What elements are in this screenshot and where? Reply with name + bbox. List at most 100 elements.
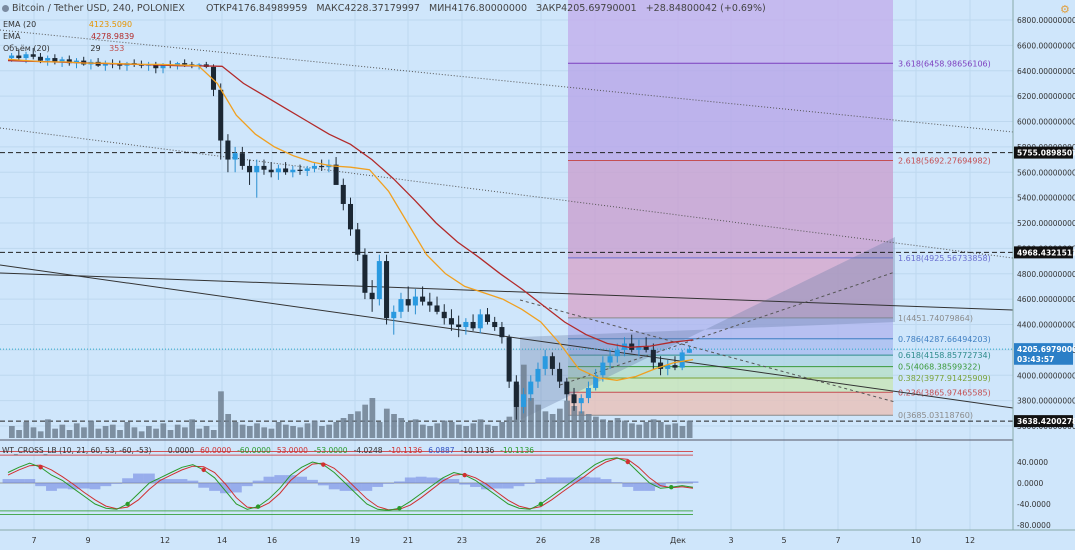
time-tick-label: 12 [160,536,170,545]
oscillator-histogram-bar [154,479,166,483]
volume-value-2: 353 [109,44,125,53]
volume-bar [427,426,433,438]
time-tick-label: 3 [728,536,733,545]
fib-level-label: 0.618(4158.85772734) [898,351,991,360]
candle-body [37,56,43,61]
time-tick-label: 28 [590,536,600,545]
volume-bar [66,430,73,438]
candle-body [499,327,505,338]
volume-bar [420,424,426,438]
volume-bar [499,422,506,438]
candle-body [333,164,339,185]
oscillator-histogram-bar [459,483,471,485]
volume-bar [456,424,462,438]
candle-body [319,165,325,168]
price-marker-label: 4968.43215110 [1017,248,1075,257]
symbol-title[interactable]: Bitcoin / Tether USD, 240, POLONIEX [12,3,185,14]
volume-bar [549,414,556,438]
ema2-label[interactable]: EMA [3,32,21,41]
volume-bar [614,418,621,438]
fib-zone [568,257,893,318]
fibonacci-extension[interactable]: 3.618(6458.98656106) 2.618(5692.27694982)… [568,0,991,420]
candle-body [643,346,649,350]
volume-bar [650,419,657,438]
volume-bar [629,423,635,438]
oscillator-histogram-bar [513,483,525,487]
candle-body [232,153,238,160]
oscillator-histogram-bar [56,483,68,489]
volume-bar [182,427,188,438]
candle-body [182,63,188,65]
volume-bar [102,426,109,438]
candle-body [30,54,36,57]
candle-body [658,362,664,369]
trend-line [0,127,1014,259]
volume-bar [470,423,477,438]
oscillator-histogram-bar [578,476,590,483]
oscillator-histogram-bar [220,483,231,494]
volume-bar [52,428,58,438]
oscillator-histogram-bar [372,483,384,487]
fib-zone [568,160,893,258]
volume-bar [383,408,390,438]
candle-body [600,362,606,376]
fib-zone [568,317,893,339]
volume-bar [355,411,361,438]
volume-bar [160,423,167,438]
oscillator-histogram-bar [111,483,123,484]
volume-bar [117,430,123,438]
time-axis[interactable]: 7 9 12 14 16 19 21 23 26 28 Дек 3 5 7 10 12 [0,529,1075,550]
candle-body [347,203,354,230]
oscillator-histogram-bar [122,478,134,483]
oscillator-title[interactable]: WT_CROSS_LB (10, 21, 60, 53, -60, -53) [2,446,152,455]
time-tick-label: 16 [267,536,277,545]
candle-body [463,321,469,328]
time-tick-label: 5 [781,536,786,545]
oscillator-value: 60.0000 [200,446,232,455]
candle-body [304,168,310,171]
open-value: 4176.84989959 [231,3,308,14]
volume-bar [73,423,80,438]
oscillator-histogram-bar [176,479,188,483]
price-tick-label: 4000.00000000 [1017,371,1075,380]
candle-body [311,165,317,169]
settings-gear-icon[interactable]: ⚙ [1060,3,1070,16]
volume-bar [571,406,578,438]
price-tick-label: 6600.00000000 [1017,41,1075,50]
price-tick-label: 4800.00000000 [1017,270,1075,279]
oscillator-histogram-bar [46,483,57,491]
candle-body [672,365,678,368]
volume-bar [484,424,491,438]
candle-body [23,54,29,59]
fib-level-label: 2.618(5692.27694982) [898,157,991,166]
cross-dot [255,504,261,509]
oscillator-histogram-bar [143,473,155,483]
oscillator-histogram-bar [589,477,601,483]
volume-bar [506,416,513,438]
indicator-legend: EMA (20 4123.5090 EMA 4278.9839 Объём (2… [3,19,134,55]
volume-bar [146,426,152,438]
volume-bar [225,414,232,438]
ema1-label[interactable]: EMA (20 [3,20,37,29]
volume-bar [492,426,498,438]
candle-body [585,387,591,399]
candle-body [650,349,656,363]
wt2-line [7,457,694,511]
open-label: ОТКР [205,3,232,14]
trend-channel [520,237,895,420]
trend-lines[interactable] [0,29,1014,422]
volume-bar [448,422,455,438]
price-marker-badge [1014,246,1073,259]
oscillator-histogram-bar [687,481,699,483]
volume-label[interactable]: Объём (20) [3,44,50,53]
price-axis[interactable]: 6800.00000000 6600.00000000 6400.00000000 6… [1012,0,1075,530]
time-tick-label: 12 [965,536,975,545]
volume-bar [557,408,563,438]
candle-body [376,261,382,300]
candle-body [405,299,411,306]
oscillator-histogram-bar [448,479,460,483]
volume-bar [268,428,275,438]
volume-bar [232,422,239,438]
ema1-value: 4123.5090 [88,20,133,29]
